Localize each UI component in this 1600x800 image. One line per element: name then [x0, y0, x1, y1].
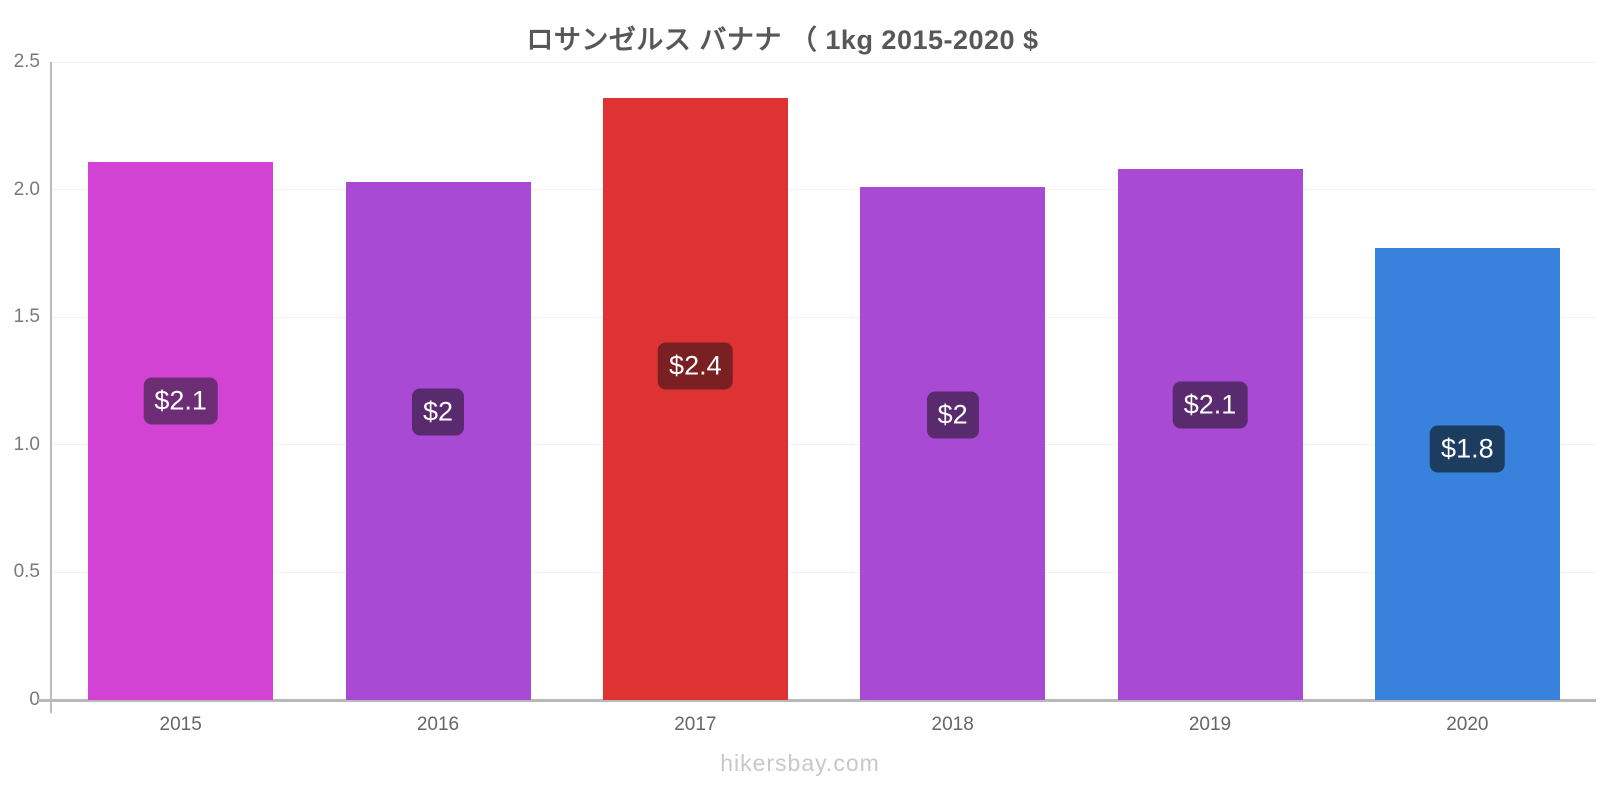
x-axis-line [38, 699, 1596, 702]
bar-value-label-2015: $2.1 [143, 377, 218, 425]
x-tick-label-2020: 2020 [1446, 714, 1489, 735]
y-tick-label-1.5: 1.5 [13, 306, 40, 328]
bar-2015 [88, 161, 274, 700]
source-watermark: hikersbay.com [720, 750, 880, 776]
x-tick-label-2018: 2018 [931, 714, 974, 735]
x-tick-label-2016: 2016 [416, 714, 460, 735]
bar-value-label-2019: $2.1 [1172, 381, 1248, 429]
x-tick-label-2015: 2015 [159, 714, 202, 735]
x-tick-label-2019: 2019 [1188, 714, 1232, 735]
bar-value-label-2016: $2 [411, 388, 465, 436]
grid-line-2.0 [52, 189, 1596, 191]
chart-title: ロサンゼルス バナナ （ 1kg 2015-2020 $ [526, 25, 1039, 55]
bar-2019 [1117, 169, 1303, 700]
y-tick-label-1.0: 1.0 [13, 433, 40, 455]
grid-line-1.0 [52, 444, 1596, 446]
y-tick-label-2.5: 2.5 [13, 51, 40, 72]
y-tick-label-0.5: 0.5 [13, 561, 40, 583]
bar-value-label-2017: $2.4 [658, 342, 733, 390]
bar-2020 [1374, 248, 1560, 700]
bar-2017 [602, 97, 788, 700]
x-tick-label-2017: 2017 [674, 714, 717, 735]
grid-line-0.5 [52, 571, 1596, 573]
grid-line-2.5 [52, 61, 1596, 63]
bar-2018 [860, 187, 1046, 700]
y-tick-label-2.0: 2.0 [13, 178, 40, 200]
bar-2016 [345, 181, 531, 700]
grid-line-1.5 [52, 316, 1596, 318]
y-tick-label-0: 0 [29, 689, 40, 710]
bar-value-label-2020: $1.8 [1430, 425, 1505, 473]
y-axis-line [50, 62, 52, 713]
bar-value-label-2018: $2 [926, 391, 979, 439]
